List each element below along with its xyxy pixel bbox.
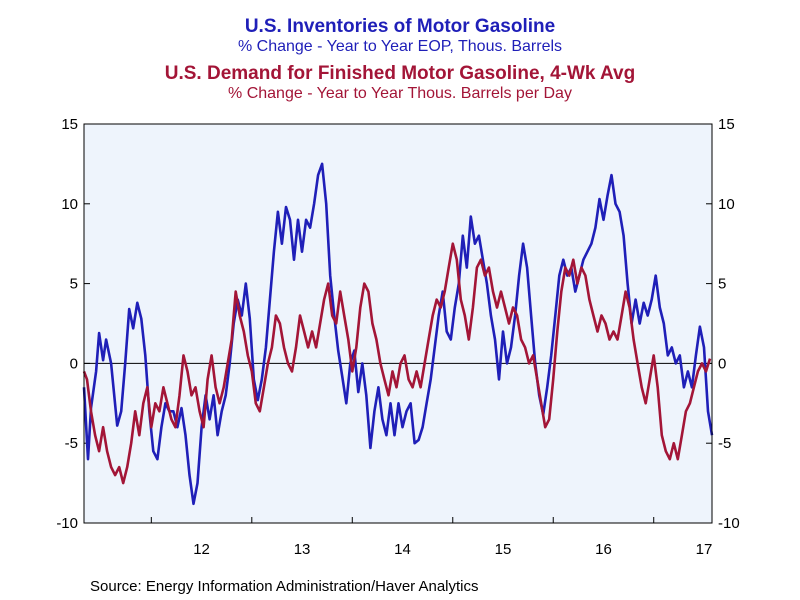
x-tick-label: 12: [193, 541, 210, 558]
y-tick-label-left: -5: [65, 435, 78, 452]
y-tick-label-left: 10: [61, 196, 78, 213]
y-tick-label-left: 15: [61, 116, 78, 133]
x-tick-label: 16: [595, 541, 612, 558]
x-tick-label: 15: [495, 541, 512, 558]
source-note: Source: Energy Information Administratio…: [90, 578, 479, 595]
series-line-inventories: [82, 162, 714, 506]
series-group: [82, 162, 714, 506]
chart-title-demand: U.S. Demand for Finished Motor Gasoline,…: [164, 63, 636, 84]
x-tick-label: 14: [394, 541, 411, 558]
y-tick-label-right: 0: [718, 355, 726, 372]
y-tick-label-right: 5: [718, 276, 726, 293]
y-tick-label-right: 10: [718, 196, 735, 213]
y-tick-label-right: 15: [718, 116, 735, 133]
y-axis-left: -10 -5 0 5 10 15: [56, 116, 78, 532]
y-tick-label-left: 5: [70, 276, 78, 293]
series-line-demand: [82, 242, 712, 485]
y-tick-label-right: -5: [718, 435, 731, 452]
x-tick-label: 13: [294, 541, 311, 558]
chart-subtitle-demand: % Change - Year to Year Thous. Barrels p…: [228, 85, 572, 102]
y-tick-label-right: -10: [718, 515, 740, 532]
y-tick-label-left: 0: [70, 355, 78, 372]
x-tick-label: 17: [696, 541, 713, 558]
x-axis: 12 13 14 15 16 17: [193, 541, 712, 558]
plot-area: [84, 124, 712, 523]
chart-title-inventories: U.S. Inventories of Motor Gasoline: [244, 16, 556, 37]
y-tick-label-left: -10: [56, 515, 78, 532]
plot-frame: [83, 123, 713, 524]
y-axis-right: -10 -5 0 5 10 15: [718, 116, 740, 532]
chart-subtitle-inventories: % Change - Year to Year EOP, Thous. Barr…: [237, 38, 563, 55]
